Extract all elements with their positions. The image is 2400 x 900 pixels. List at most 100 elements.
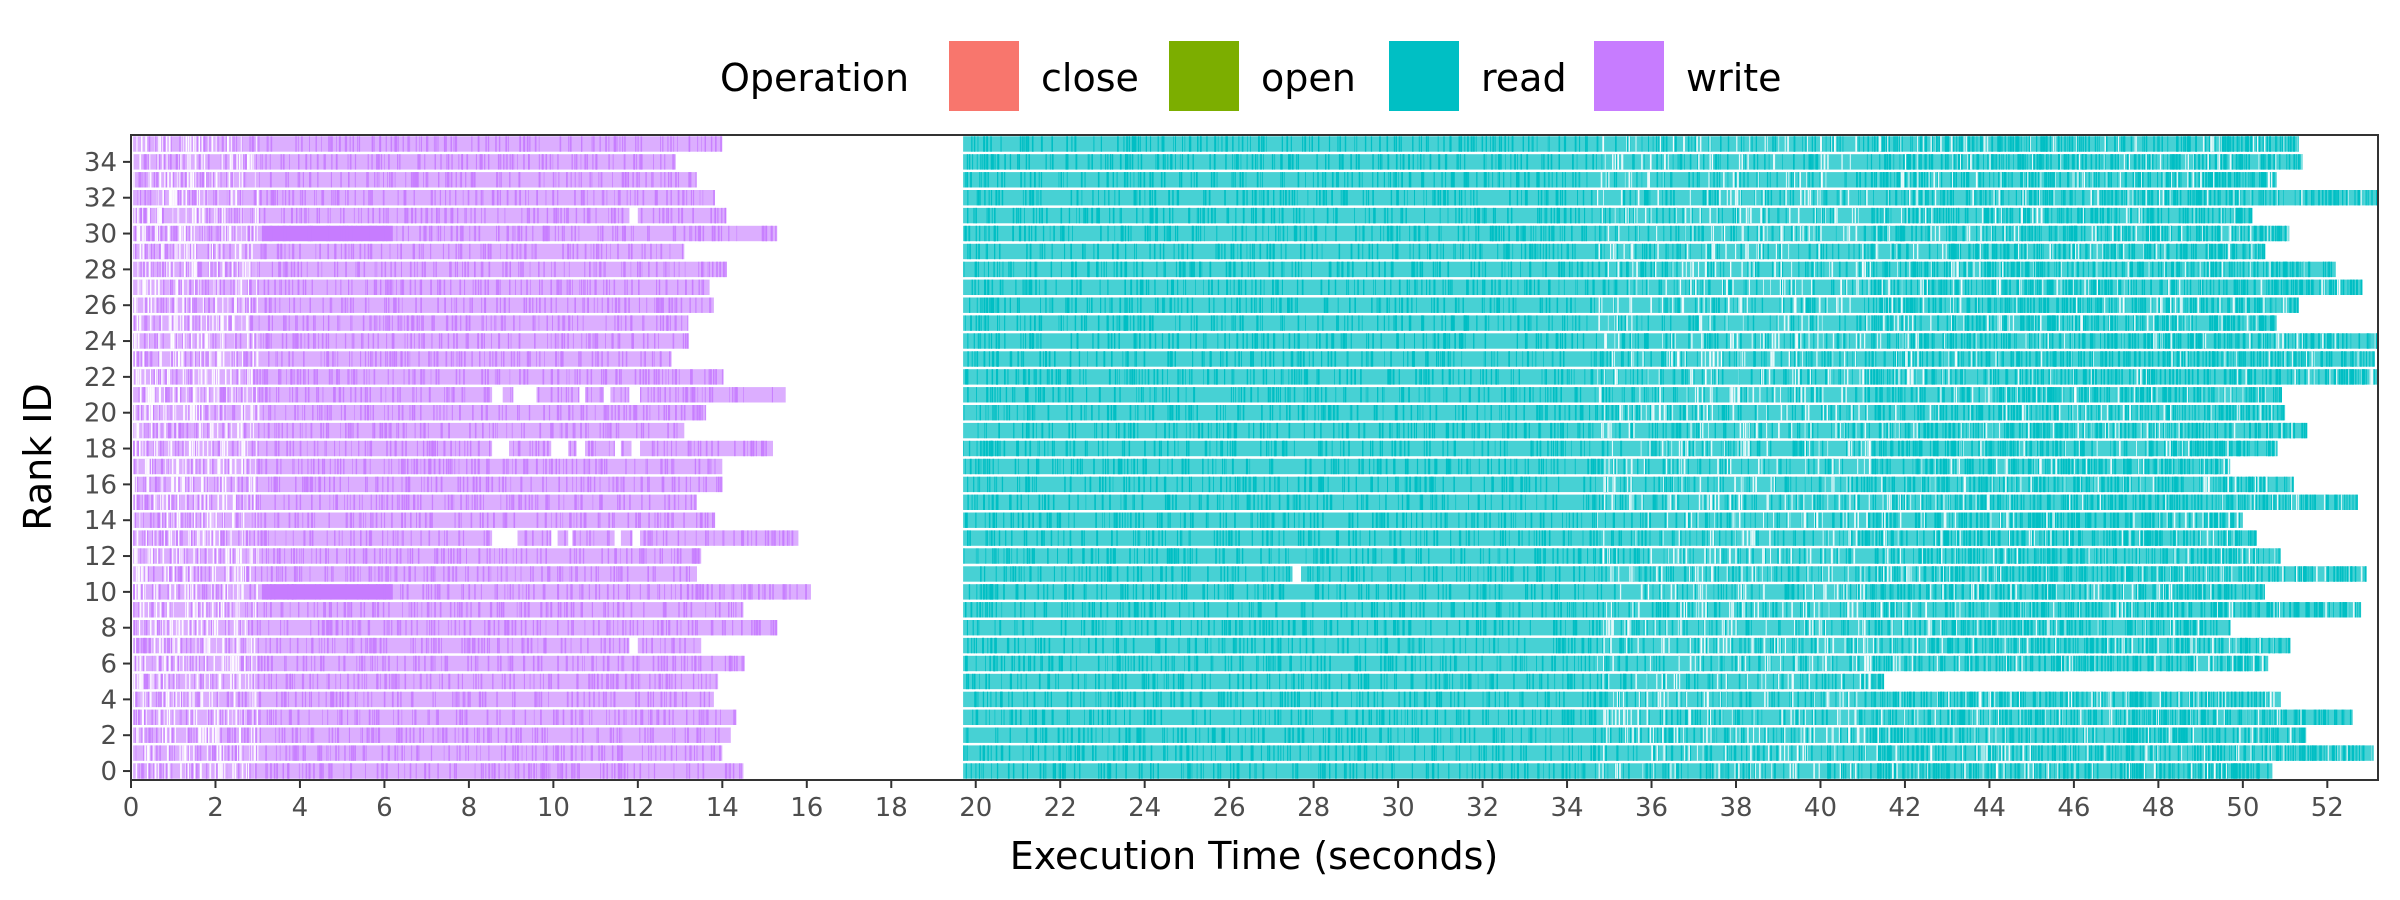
op-stripe: [1948, 691, 1950, 708]
op-stripe: [2205, 727, 2207, 743]
op-stripe: [1440, 727, 1442, 743]
op-stripe: [2141, 763, 2142, 779]
op-stripe: [1880, 673, 1882, 690]
op-stripe: [695, 655, 697, 672]
op-stripe: [187, 745, 189, 761]
op-stripe: [1580, 655, 1582, 672]
op-stripe: [1725, 673, 1728, 690]
op-stripe: [1697, 691, 1699, 708]
op-stripe: [2025, 691, 2026, 708]
op-stripe: [1645, 691, 1647, 708]
op-stripe: [1795, 709, 1798, 725]
op-stripe: [1254, 637, 1256, 654]
op-stripe: [136, 637, 138, 654]
op-stripe: [281, 691, 283, 708]
op-stripe: [1693, 727, 1694, 743]
op-stripe: [250, 637, 252, 654]
op-stripe: [1843, 673, 1845, 690]
op-stripe: [652, 691, 654, 708]
op-stripe: [1157, 763, 1159, 779]
op-stripe: [2197, 691, 2198, 708]
op-stripe: [2211, 727, 2214, 743]
op-stripe: [355, 709, 357, 725]
op-stripe: [237, 709, 239, 725]
op-stripe: [1318, 745, 1321, 761]
op-stripe: [1354, 745, 1356, 761]
op-stripe: [1704, 637, 1706, 654]
op-stripe: [2153, 763, 2155, 779]
op-stripe: [710, 745, 713, 761]
op-stripe: [1330, 709, 1332, 725]
op-stripe: [592, 655, 594, 672]
op-stripe: [1653, 763, 1656, 779]
op-stripe: [1043, 763, 1045, 779]
op-stripe: [1527, 673, 1529, 690]
op-stripe: [1929, 709, 1931, 725]
op-stripe: [2096, 691, 2098, 708]
op-stripe: [2031, 655, 2033, 672]
op-stripe: [1781, 673, 1783, 690]
op-stripe: [1791, 673, 1794, 690]
op-stripe: [1027, 763, 1028, 779]
op-stripe: [1593, 655, 1595, 672]
op-stripe: [1770, 745, 1772, 761]
op-stripe: [1062, 727, 1065, 743]
op-stripe: [243, 709, 245, 725]
op-stripe: [1718, 763, 1720, 779]
op-stripe: [1608, 673, 1610, 690]
op-stripe: [1611, 709, 1613, 725]
op-stripe: [1896, 709, 1898, 725]
op-stripe: [260, 655, 263, 672]
op-stripe: [1155, 691, 1157, 708]
op-stripe: [334, 637, 336, 654]
op-stripe: [2035, 727, 2037, 743]
op-stripe: [1141, 763, 1143, 779]
op-stripe: [2014, 655, 2015, 672]
op-stripe: [273, 763, 276, 779]
op-stripe: [1594, 727, 1597, 743]
op-stripe: [419, 727, 421, 743]
op-stripe: [2113, 655, 2114, 672]
op-stripe: [1992, 691, 1994, 708]
op-stripe: [1125, 655, 1126, 672]
op-stripe: [2019, 763, 2021, 779]
op-stripe: [990, 691, 992, 708]
op-stripe: [1893, 763, 1895, 779]
op-stripe: [1329, 763, 1331, 779]
op-stripe: [1271, 655, 1273, 672]
op-stripe: [1383, 655, 1386, 672]
op-stripe: [200, 763, 202, 779]
op-stripe: [1075, 655, 1077, 672]
op-stripe: [2258, 709, 2260, 725]
op-stripe: [720, 709, 721, 725]
op-stripe: [1594, 745, 1596, 761]
op-stripe: [672, 709, 674, 725]
op-stripe: [548, 691, 549, 708]
op-stripe: [2219, 763, 2222, 779]
op-stripe: [1532, 673, 1534, 690]
op-stripe: [275, 673, 277, 690]
op-stripe: [1663, 709, 1665, 725]
op-stripe: [275, 745, 277, 761]
op-stripe: [1817, 655, 1819, 672]
op-stripe: [1516, 763, 1518, 779]
op-stripe: [1416, 709, 1418, 725]
op-stripe: [1489, 673, 1491, 690]
op-stripe: [189, 673, 191, 690]
op-stripe: [2180, 727, 2182, 743]
op-stripe: [1008, 691, 1010, 708]
op-stripe: [1916, 637, 1919, 654]
op-stripe: [638, 655, 640, 672]
op-stripe: [255, 745, 257, 761]
op-stripe: [1876, 655, 1878, 672]
legend-label-open: open: [1261, 56, 1356, 100]
op-stripe: [1360, 727, 1362, 743]
op-stripe: [176, 655, 178, 672]
op-stripe: [1101, 709, 1104, 725]
op-stripe: [1376, 709, 1378, 725]
op-stripe: [1796, 637, 1798, 654]
op-stripe: [136, 655, 138, 672]
op-stripe: [1058, 655, 1061, 672]
op-stripe: [1470, 745, 1472, 761]
op-stripe: [660, 691, 663, 708]
